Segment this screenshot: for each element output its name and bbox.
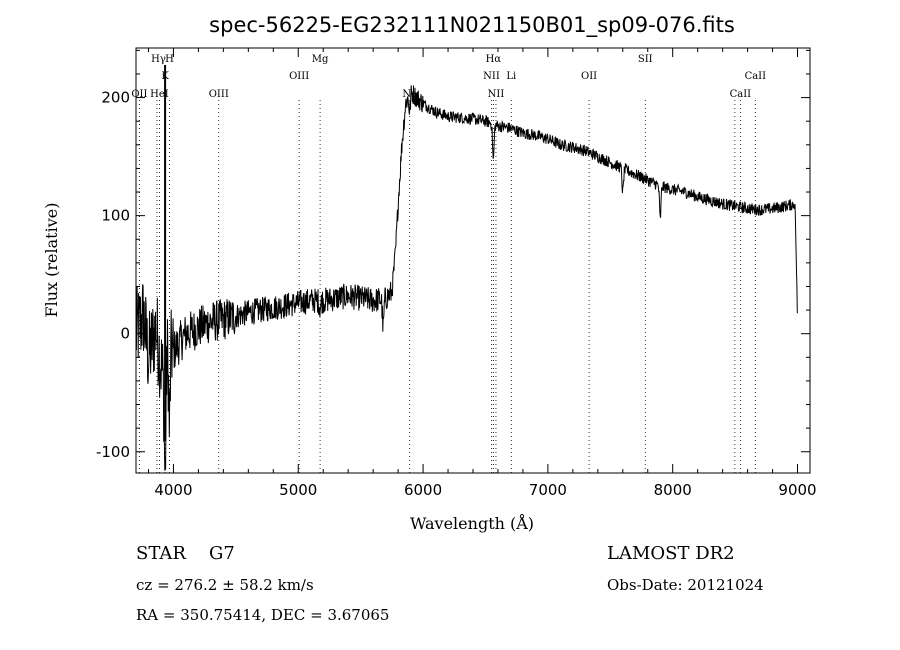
x-axis: 4000 5000 6000 7000 8000 9000 <box>147 48 817 499</box>
line-label-8: Na <box>402 89 417 100</box>
info-panel: STAR G7 cz = 276.2 ± 58.2 km/s RA = 350.… <box>136 543 764 624</box>
line-label-13: OII <box>581 71 597 82</box>
x-tick-label-0: 4000 <box>154 481 192 499</box>
y-tick-label-3: 200 <box>101 89 130 107</box>
line-label-9: Hα <box>486 54 502 65</box>
sky-coordinates: RA = 350.75414, DEC = 3.67065 <box>136 606 389 624</box>
object-class: STAR <box>136 543 186 564</box>
line-label-2: HeI <box>150 89 169 100</box>
observation-date: Obs-Date: 20121024 <box>607 576 764 594</box>
line-label-4: K <box>161 71 169 82</box>
line-label-0: OII <box>131 89 147 100</box>
redshift-velocity: cz = 276.2 ± 58.2 km/s <box>136 576 314 594</box>
x-tick-label-1: 5000 <box>279 481 317 499</box>
plot-frame <box>135 47 811 474</box>
x-tick-label-4: 8000 <box>654 481 692 499</box>
line-label-12: Li <box>506 71 516 82</box>
spectrum-series-line <box>135 85 798 471</box>
y-axis-label: Flux (relative) <box>42 203 61 318</box>
x-axis-label: Wavelength (Å) <box>410 513 534 533</box>
object-subclass: G7 <box>209 543 235 564</box>
line-label-5: OIII <box>209 89 229 100</box>
y-tick-label-2: 100 <box>101 207 130 225</box>
survey-name: LAMOST DR2 <box>607 543 735 564</box>
line-label-10: NII <box>483 71 500 82</box>
y-tick-label-0: -100 <box>96 443 130 461</box>
chart-title: spec-56225-EG232111N021150B01_sp09-076.f… <box>209 13 735 38</box>
line-label-11: NII <box>488 89 505 100</box>
x-tick-label-5: 9000 <box>778 481 816 499</box>
y-axis: -100 0 100 200 <box>96 49 810 461</box>
y-tick-label-1: 0 <box>120 325 130 343</box>
line-label-3: H <box>165 54 174 65</box>
spectral-line-markers <box>138 65 756 473</box>
x-tick-label-3: 7000 <box>529 481 567 499</box>
line-label-14: SII <box>638 54 653 65</box>
line-label-6: OIII <box>289 71 309 82</box>
x-tick-label-2: 6000 <box>404 481 442 499</box>
line-label-15: CaII <box>745 71 767 82</box>
line-label-7: Mg <box>312 54 329 65</box>
line-label-1: Hγ <box>151 54 166 65</box>
line-label-16: CaII <box>730 89 752 100</box>
